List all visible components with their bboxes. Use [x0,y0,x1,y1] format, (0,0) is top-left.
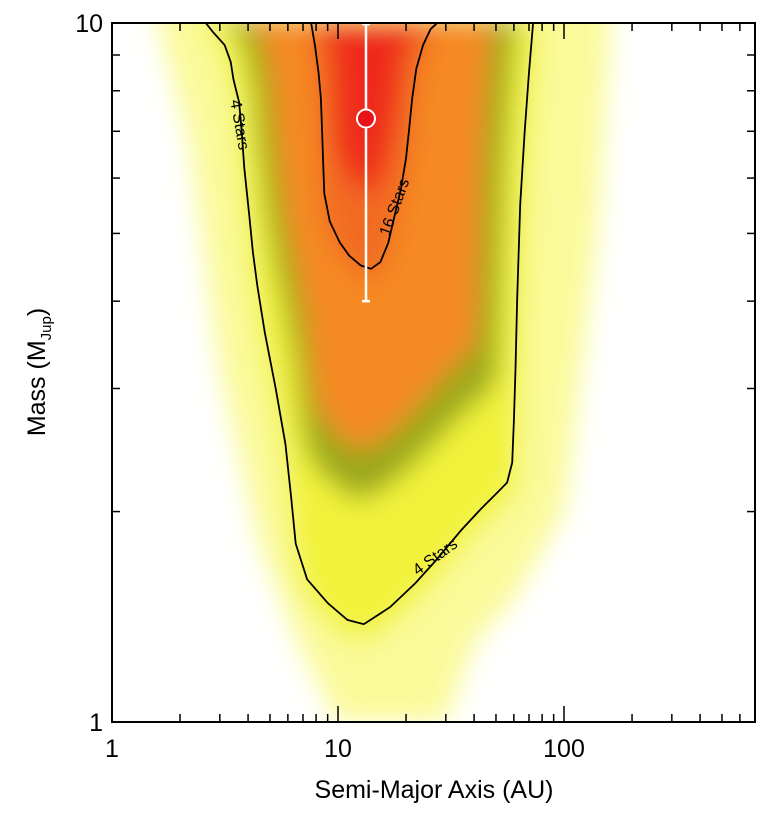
y-axis-label-main: Mass (M [23,340,51,436]
y-tick-label: 1 [89,709,103,737]
contour-line-4 [205,23,534,626]
contour-line-16 [310,23,438,270]
data-point [355,108,376,129]
x-axis-label: Semi-Major Axis (AU) [315,776,554,804]
x-tick-label: 10 [324,735,352,763]
plot-frame [111,22,756,723]
y-tick-labels: 1 10 [75,10,103,737]
axis-ticks [111,23,756,722]
x-tick-labels: 1 10 100 [105,735,585,763]
density-map [158,23,611,722]
y-tick-label: 10 [75,10,103,38]
x-tick-label: 1 [105,735,119,763]
y-axis-label-subscript: Jup [38,316,55,340]
x-tick-label: 100 [543,735,585,763]
y-axis-label-end: ) [23,308,51,316]
density-region-peak [324,23,419,193]
y-axis-label: Mass (MJup) [23,308,55,436]
